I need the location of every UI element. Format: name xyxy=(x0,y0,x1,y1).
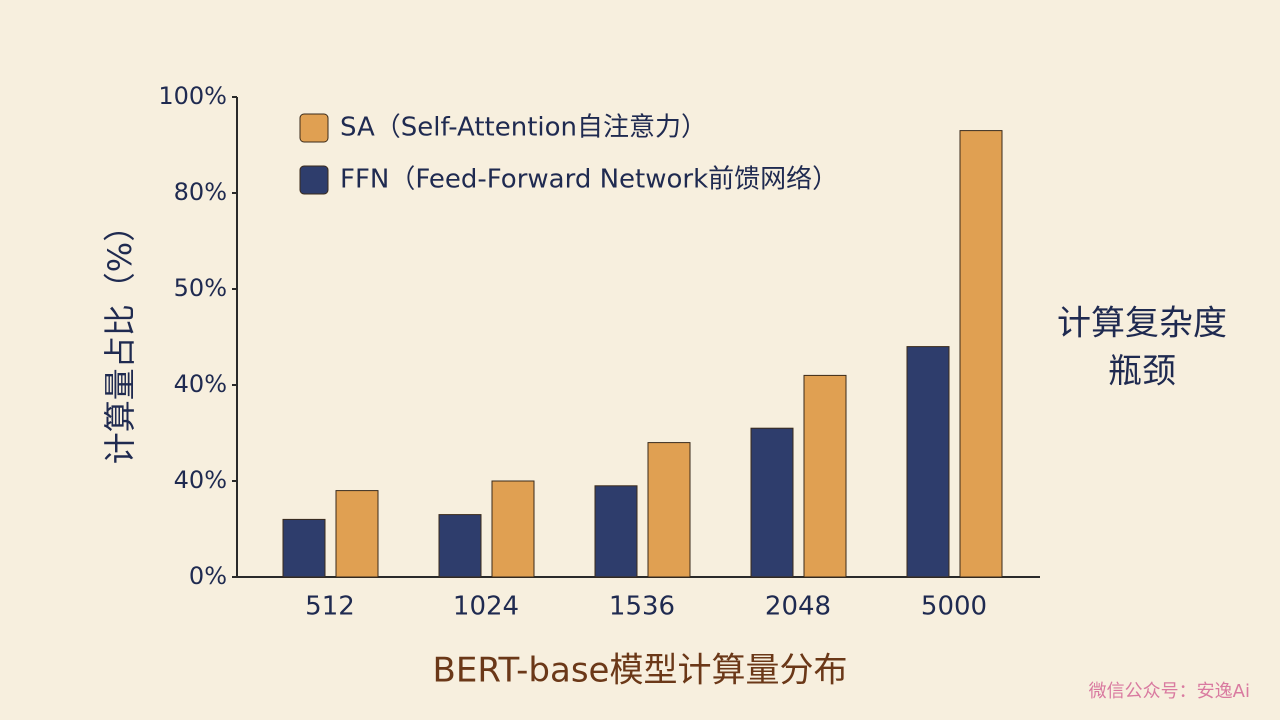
y-tick-label: 50% xyxy=(174,274,227,302)
y-tick-label: 40% xyxy=(174,370,227,398)
bar xyxy=(803,374,847,578)
legend-swatch xyxy=(299,165,329,195)
x-tick-label: 512 xyxy=(305,592,355,622)
x-axis-label: BERT-base模型计算量分布 xyxy=(433,651,848,691)
x-tick-label: 1024 xyxy=(453,592,519,622)
x-tick-label: 5000 xyxy=(921,592,987,622)
y-tick-label: 80% xyxy=(174,178,227,206)
y-tick-label: 40% xyxy=(174,466,227,494)
bar xyxy=(491,480,535,578)
annotation: 瓶颈 xyxy=(1108,352,1176,392)
bar xyxy=(959,130,1003,578)
bar xyxy=(438,514,482,578)
bar xyxy=(282,518,326,578)
x-tick-label: 2048 xyxy=(765,592,831,622)
y-tick-label: 0% xyxy=(189,562,227,590)
bar xyxy=(647,442,691,578)
bar xyxy=(750,427,794,578)
bar xyxy=(594,485,638,578)
y-axis-label: 计算量占比（%） xyxy=(101,210,139,464)
legend-label: SA（Self-Attention自注意力） xyxy=(340,113,707,143)
legend-label: FFN（Feed-Forward Network前馈网络） xyxy=(340,165,838,195)
bar xyxy=(335,490,379,578)
annotation: 计算复杂度 xyxy=(1057,304,1227,344)
y-tick-label: 100% xyxy=(158,82,227,110)
x-tick-label: 1536 xyxy=(609,592,675,622)
legend-swatch xyxy=(299,113,329,143)
watermark: 微信公众号：安逸Ai xyxy=(1089,681,1250,702)
bar xyxy=(906,346,950,578)
